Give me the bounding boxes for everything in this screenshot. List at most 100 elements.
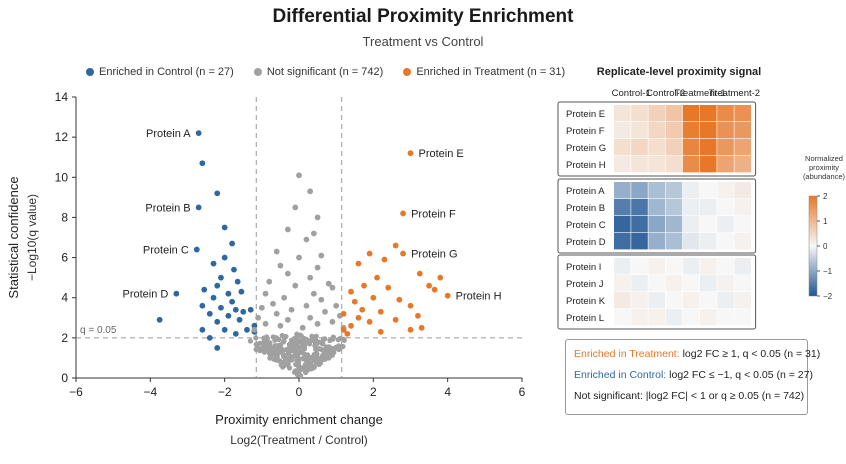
colorbar-title: proximity <box>809 163 839 172</box>
heatmap-group-frame <box>557 101 757 177</box>
nonsig-point <box>271 334 277 340</box>
treatment-point <box>407 326 414 333</box>
control-point <box>218 304 224 311</box>
control-point <box>232 330 239 337</box>
nonsig-point <box>287 344 293 350</box>
nonsig-point <box>279 332 285 339</box>
heatmap-cell <box>614 275 631 292</box>
control-point <box>247 306 254 313</box>
treatment-point <box>381 256 388 263</box>
nonsig-point <box>312 341 319 347</box>
legend-item-treatment: Enriched in Treatment (n = 31) <box>403 66 565 78</box>
control-point <box>199 302 206 309</box>
nonsig-point <box>314 347 320 353</box>
heatmap-cell <box>700 139 717 156</box>
heatmap-cell <box>734 275 751 292</box>
y-tick-label: 6 <box>61 251 68 265</box>
heatmap-cell <box>648 139 665 156</box>
heatmap-cell <box>648 105 665 122</box>
treatment-point <box>348 288 354 295</box>
heatmap-cell <box>682 309 700 326</box>
nonsig-point <box>259 347 265 353</box>
heatmap-row-label: Protein E <box>566 109 605 120</box>
treatment-point <box>385 284 392 291</box>
summary-notsig-prefix: Not significant: <box>574 390 643 402</box>
heatmap-row-label: Protein I <box>566 262 601 273</box>
control-point <box>234 278 241 285</box>
nonsig-point <box>303 236 310 243</box>
q-threshold-label: q = 0.05 <box>80 325 117 336</box>
nonsig-point <box>272 352 279 358</box>
nonsig-point <box>273 248 280 255</box>
nonsig-point <box>329 284 336 291</box>
heatmap-cell <box>717 216 734 233</box>
heatmap-cell <box>700 292 717 309</box>
heatmap-cell <box>614 105 631 122</box>
nonsig-point <box>305 357 312 363</box>
control-point <box>229 298 236 305</box>
heatmap-cell <box>665 258 683 275</box>
x-tick-label: 0 <box>296 385 303 399</box>
nonsig-point <box>333 302 340 309</box>
heatmap-cell <box>734 309 751 326</box>
nonsig-point <box>318 252 325 259</box>
nonsig-point <box>285 350 291 356</box>
control-point <box>214 344 221 351</box>
nonsig-point <box>258 304 265 311</box>
heatmap-cell <box>700 156 717 173</box>
control-point <box>225 290 232 297</box>
heatmap-row-label: Protein J <box>566 279 604 290</box>
heatmap-cell <box>682 258 700 275</box>
nonsig-cloud <box>247 331 347 379</box>
heatmap-cell <box>700 105 717 122</box>
legend: Enriched in Control (n = 27) Not signifi… <box>86 66 565 78</box>
nonsig-point <box>272 343 278 349</box>
nonsig-point <box>296 172 302 179</box>
control-point <box>206 334 213 341</box>
nonsig-point <box>329 318 336 325</box>
heatmap-row-label: Protein D <box>566 237 606 248</box>
legend-item-notsig: Not significant (n = 742) <box>253 66 383 78</box>
heatmap-row-label: Protein H <box>566 160 606 171</box>
protein-label: Protein E <box>419 148 464 160</box>
treatment-point <box>416 270 423 277</box>
nonsig-point <box>301 343 307 349</box>
treatment-point <box>361 282 367 289</box>
nonsig-point <box>253 335 259 341</box>
control-point <box>214 282 221 289</box>
heatmap-cell <box>614 139 631 156</box>
heatmap-cell <box>614 182 631 199</box>
nonsig-point <box>279 346 285 353</box>
heatmap-cell <box>700 233 717 250</box>
heatmap-cell <box>614 216 631 233</box>
heatmap-cell <box>631 139 648 156</box>
colorbar-title: (abundance) <box>803 172 846 181</box>
x-tick-label: −6 <box>69 385 83 399</box>
heatmap-cell <box>717 156 734 173</box>
x-axis-title: Proximity enrichment change <box>215 412 383 427</box>
nonsig-point <box>290 347 297 353</box>
heatmap-cell <box>631 182 648 199</box>
heatmap-column-label: Treatment-1 <box>674 88 725 99</box>
heatmap-cell <box>648 233 665 250</box>
y-tick-label: 2 <box>61 331 68 345</box>
treatment-point <box>437 274 444 281</box>
heatmap-cell <box>717 105 734 122</box>
treatment-point <box>426 282 432 289</box>
nonsig-point <box>340 343 346 350</box>
nonsig-point <box>284 316 291 323</box>
heatmap-cell <box>631 275 648 292</box>
heatmap-row-label: Protein F <box>566 126 605 137</box>
nonsig-point <box>310 230 317 237</box>
control-point <box>238 288 245 295</box>
heatmap-cell <box>631 216 648 233</box>
control-point <box>156 316 163 323</box>
nonsig-point <box>295 372 301 378</box>
heatmap-cell <box>734 122 751 139</box>
heatmap-cell <box>682 216 700 233</box>
heatmap-row-label: Protein L <box>566 313 604 324</box>
heatmap-cell <box>717 309 734 326</box>
nonsig-point <box>326 344 332 350</box>
heatmap-cell <box>665 292 683 309</box>
heatmap-cell <box>648 258 665 275</box>
